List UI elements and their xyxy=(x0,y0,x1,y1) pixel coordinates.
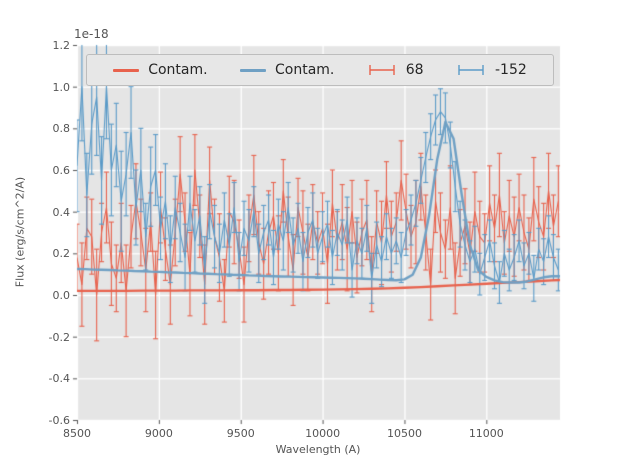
legend-item-contam-blue: Contam. xyxy=(239,62,335,78)
x-tick-label: 9500 xyxy=(226,427,255,440)
y-tick-label: 1.2 xyxy=(52,39,71,52)
y-tick-label: 1.0 xyxy=(52,80,71,94)
blue-line-glyph xyxy=(239,68,266,72)
x-tick-label: 9000 xyxy=(144,427,173,440)
legend-item-minus152: -152 xyxy=(456,62,527,78)
legend-label: Contam. xyxy=(274,62,335,78)
red-errorbar-glyph xyxy=(367,63,397,77)
y-tick-label: -0.2 xyxy=(48,330,70,344)
legend-item-68: 68 xyxy=(367,62,424,78)
red-line-glyph xyxy=(113,68,140,72)
x-tick-label: 11000 xyxy=(468,427,504,440)
y-tick-label: 0.2 xyxy=(52,247,71,261)
y-tick-label: -0.4 xyxy=(48,372,70,386)
y-tick-label: -0.6 xyxy=(48,414,70,427)
y-tick-label: 0.0 xyxy=(52,289,71,302)
y-axis-label: Flux (erg/s/cm^2/A) xyxy=(13,176,27,288)
x-tick-label: 10000 xyxy=(305,427,341,440)
y-axis-offset-label: 1e-18 xyxy=(74,27,109,41)
legend-item-contam-red: Contam. xyxy=(113,62,208,78)
y-tick-label: 0.4 xyxy=(52,205,71,219)
x-axis-label: Wavelength (A) xyxy=(275,443,361,456)
legend-label: Contam. xyxy=(148,62,208,78)
y-tick-label: 0.8 xyxy=(52,122,71,136)
legend: Contam. Contam. 68 xyxy=(86,54,554,86)
legend-label: 68 xyxy=(405,62,424,78)
legend-label: -152 xyxy=(495,62,527,78)
x-tick-label: 10500 xyxy=(386,427,422,440)
blue-errorbar-glyph xyxy=(456,63,486,77)
y-tick-label: 0.6 xyxy=(52,164,71,177)
x-tick-label: 8500 xyxy=(63,427,91,440)
